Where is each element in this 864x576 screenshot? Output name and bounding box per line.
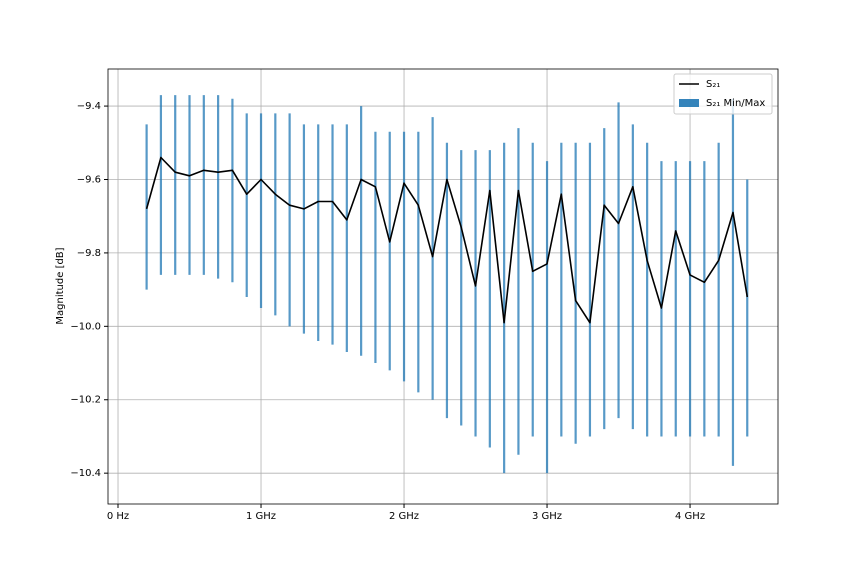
x-tick-label: 4 GHz — [675, 511, 705, 522]
y-tick-label: −9.6 — [77, 174, 101, 185]
y-tick-label: −10.2 — [70, 395, 101, 406]
legend-label: S₂₁ — [706, 79, 720, 90]
series-line — [145, 156, 749, 324]
x-tick-label: 3 GHz — [532, 511, 562, 522]
legend-label: S₂₁ Min/Max — [706, 98, 765, 109]
plot-frame — [107, 68, 779, 505]
y-axis-label: Magnitude [dB] — [55, 247, 66, 324]
y-tick-label: −9.4 — [77, 101, 101, 112]
x-tick-label: 0 Hz — [107, 511, 129, 522]
legend-swatch — [679, 99, 699, 107]
x-tick-label: 1 GHz — [246, 511, 276, 522]
y-tick-label: −10.4 — [70, 468, 101, 479]
x-tick-label: 2 GHz — [389, 511, 419, 522]
y-tick-label: −10.0 — [70, 321, 101, 332]
y-tick-label: −9.8 — [77, 248, 101, 259]
